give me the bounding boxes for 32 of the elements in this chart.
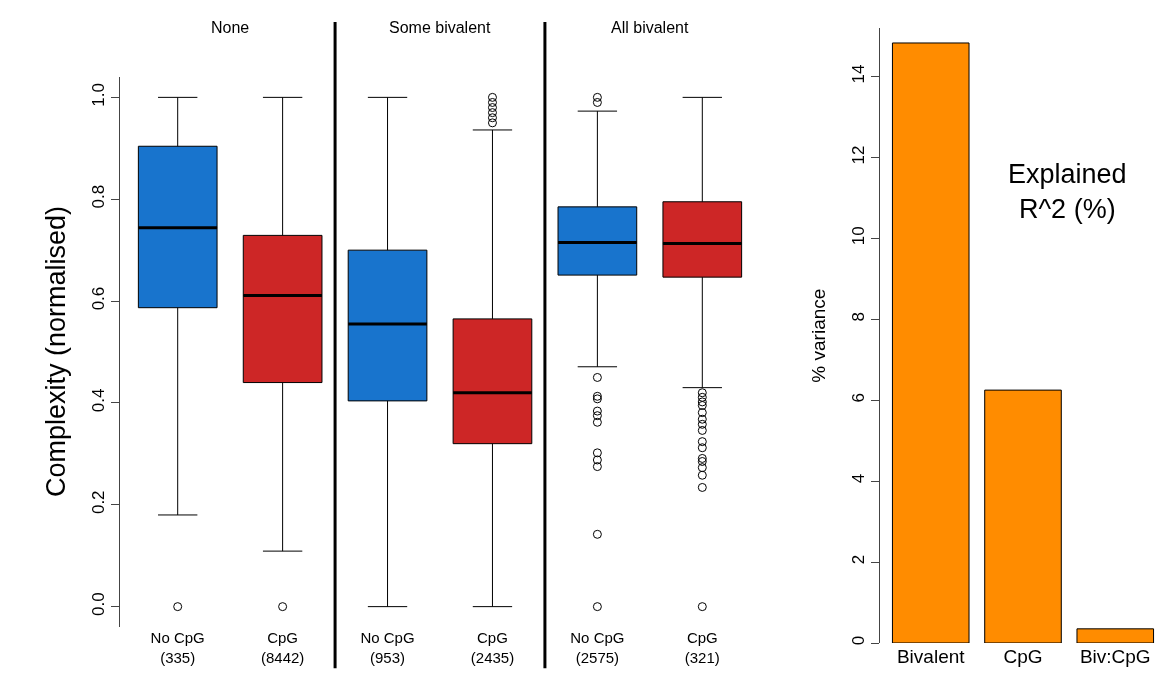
x-tick-label: Bivalent bbox=[896, 646, 966, 667]
y-tick-label: 4 bbox=[849, 473, 869, 484]
x-tick-label: CpG (321) bbox=[684, 629, 720, 666]
x-tick-label: Biv:CpG bbox=[1079, 646, 1151, 667]
x-tick-label: CpG bbox=[1003, 646, 1043, 667]
y-tick-label: 0.2 bbox=[89, 490, 109, 515]
x-tick-label: No CpG (2575) bbox=[570, 629, 625, 666]
x-tick-label: No CpG (953) bbox=[360, 629, 415, 666]
x-tick-label: CpG (2435) bbox=[470, 629, 515, 666]
y-tick-label: 0.6 bbox=[89, 286, 109, 311]
x-tick-label: CpG (8442) bbox=[260, 629, 305, 666]
y-tick-label: 0.8 bbox=[89, 184, 109, 209]
y-tick-label: 1.0 bbox=[89, 83, 109, 107]
text: None bbox=[211, 19, 250, 36]
annotation: Explained R^2 (%) bbox=[1008, 159, 1127, 225]
y-axis-title: % variance bbox=[807, 288, 829, 383]
bar bbox=[984, 389, 1062, 643]
y-tick-label: 0.0 bbox=[89, 592, 109, 616]
y-tick-label: 0.4 bbox=[89, 388, 109, 413]
bar bbox=[891, 42, 970, 643]
bar bbox=[1076, 628, 1155, 643]
text: All bivalent bbox=[611, 19, 689, 36]
y-tick-label: 12 bbox=[849, 145, 869, 165]
y-tick-label: 14 bbox=[849, 64, 869, 84]
y-tick-label: 2 bbox=[849, 554, 869, 565]
y-tick-label: 0 bbox=[849, 635, 869, 646]
text: Some bivalent bbox=[389, 19, 491, 36]
y-axis-title: Complexity (normalised) bbox=[41, 205, 71, 497]
y-tick-label: 6 bbox=[849, 392, 869, 403]
x-tick-label: No CpG (335) bbox=[150, 629, 205, 666]
y-tick-label: 10 bbox=[849, 226, 869, 246]
y-tick-label: 8 bbox=[849, 312, 869, 322]
